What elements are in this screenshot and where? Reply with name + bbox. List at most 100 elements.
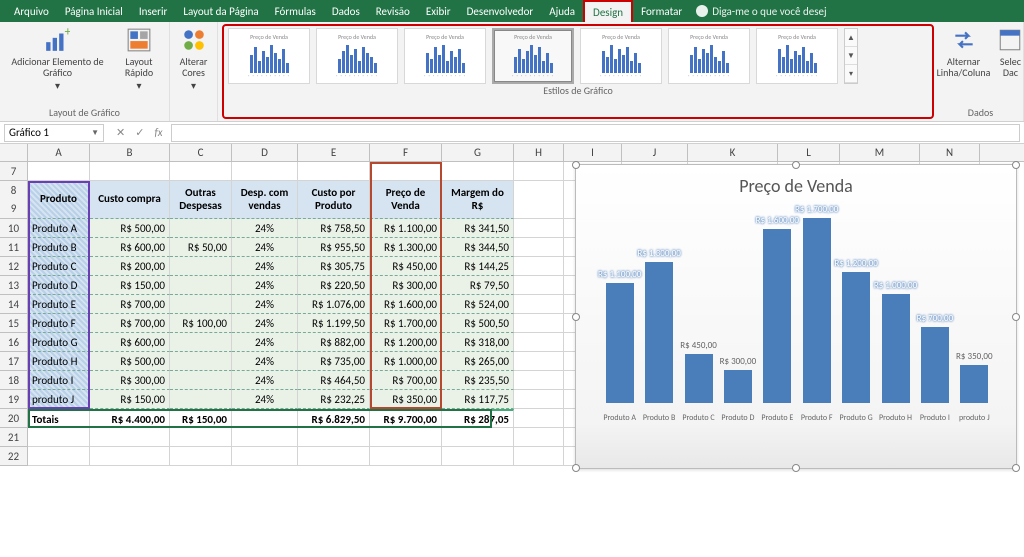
cell-D13[interactable]: 24%: [232, 276, 298, 295]
cell[interactable]: [90, 447, 170, 466]
cell[interactable]: [514, 257, 564, 276]
cell-G12[interactable]: R$ 144,25: [442, 257, 514, 276]
menu-item-inserir[interactable]: Inserir: [131, 0, 176, 22]
cell-B11[interactable]: R$ 600,00: [90, 238, 170, 257]
cell-F16[interactable]: R$ 1.200,00: [370, 333, 442, 352]
cell-B19[interactable]: R$ 150,00: [90, 390, 170, 409]
cell-E19[interactable]: R$ 232,25: [298, 390, 370, 409]
cell-E12[interactable]: R$ 305,75: [298, 257, 370, 276]
col-header-G[interactable]: G: [442, 144, 514, 161]
table-header-D[interactable]: Desp. com vendas: [232, 181, 298, 219]
cell[interactable]: [514, 428, 564, 447]
menu-item-revis-o[interactable]: Revisão: [368, 0, 418, 22]
cell[interactable]: [514, 352, 564, 371]
col-header-K[interactable]: K: [688, 144, 778, 161]
row-header-14[interactable]: 14: [0, 295, 28, 314]
cell[interactable]: [232, 428, 298, 447]
cell-B13[interactable]: R$ 150,00: [90, 276, 170, 295]
total-D[interactable]: [232, 409, 298, 428]
row-header-17[interactable]: 17: [0, 352, 28, 371]
col-header-N[interactable]: N: [920, 144, 980, 161]
menu-item-desenvolvedor[interactable]: Desenvolvedor: [459, 0, 542, 22]
chart-style-thumb-6[interactable]: Preço de Venda· · · · · · · · · ·: [668, 28, 750, 84]
cell-D11[interactable]: 24%: [232, 238, 298, 257]
row-header-19[interactable]: 19: [0, 390, 28, 409]
cell-C16[interactable]: [170, 333, 232, 352]
cell-C19[interactable]: [170, 390, 232, 409]
cell[interactable]: [514, 371, 564, 390]
row-header-13[interactable]: 13: [0, 276, 28, 295]
cell-E16[interactable]: R$ 882,00: [298, 333, 370, 352]
accept-formula-icon[interactable]: ✓: [135, 126, 144, 139]
cell-C14[interactable]: [170, 295, 232, 314]
chart-style-thumb-1[interactable]: Preço de Venda· · · · · · · · · ·: [228, 28, 310, 84]
switch-row-col-button[interactable]: Alternar Linha/Coluna: [937, 26, 991, 78]
cell-C11[interactable]: R$ 50,00: [170, 238, 232, 257]
cell-A10[interactable]: Produto A: [28, 219, 90, 238]
add-chart-element-button[interactable]: + Adicionar Elemento de Gráfico ▾: [6, 26, 109, 91]
cell-A13[interactable]: Produto D: [28, 276, 90, 295]
cell-C13[interactable]: [170, 276, 232, 295]
table-header-B[interactable]: Custo compra: [90, 181, 170, 219]
cell-F12[interactable]: R$ 450,00: [370, 257, 442, 276]
menu-item-design[interactable]: Design: [583, 0, 633, 22]
styles-scroll-down[interactable]: ▼: [845, 47, 857, 65]
cell-F17[interactable]: R$ 1.000,00: [370, 352, 442, 371]
cell[interactable]: [514, 295, 564, 314]
table-header-C[interactable]: Outras Despesas: [170, 181, 232, 219]
cell-A11[interactable]: Produto B: [28, 238, 90, 257]
chart-bar-8[interactable]: R$ 700,00: [921, 327, 949, 403]
menu-item-ajuda[interactable]: Ajuda: [541, 0, 583, 22]
cell-G15[interactable]: R$ 500,50: [442, 314, 514, 333]
col-header-B[interactable]: B: [90, 144, 170, 161]
cell[interactable]: [90, 428, 170, 447]
cell-C10[interactable]: [170, 219, 232, 238]
col-header-M[interactable]: M: [840, 144, 920, 161]
row-header-10[interactable]: 10: [0, 219, 28, 238]
cell-F14[interactable]: R$ 1.600,00: [370, 295, 442, 314]
cell[interactable]: [514, 390, 564, 409]
cell-G14[interactable]: R$ 524,00: [442, 295, 514, 314]
col-header-A[interactable]: A: [28, 144, 90, 161]
col-header-L[interactable]: L: [778, 144, 840, 161]
cell[interactable]: [514, 162, 564, 181]
cell-G18[interactable]: R$ 235,50: [442, 371, 514, 390]
chart-style-thumb-4[interactable]: Preço de Venda· · · · · · · · · ·: [492, 28, 574, 84]
cell-D10[interactable]: 24%: [232, 219, 298, 238]
table-header-A[interactable]: Produto: [28, 181, 90, 219]
cell[interactable]: [514, 219, 564, 238]
cell-C17[interactable]: [170, 352, 232, 371]
total-A[interactable]: Totais: [28, 409, 90, 428]
chart-style-thumb-7[interactable]: Preço de Venda· · · · · · · · · ·: [756, 28, 838, 84]
select-data-button[interactable]: Selec Dac: [996, 26, 1024, 78]
cell-G11[interactable]: R$ 344,50: [442, 238, 514, 257]
cell-B15[interactable]: R$ 700,00: [90, 314, 170, 333]
col-header-I[interactable]: I: [564, 144, 622, 161]
fx-icon[interactable]: fx: [154, 126, 162, 139]
chart-bar-4[interactable]: R$ 1.600,00: [763, 229, 791, 403]
cell[interactable]: [442, 428, 514, 447]
cell-G16[interactable]: R$ 318,00: [442, 333, 514, 352]
cell-C18[interactable]: [170, 371, 232, 390]
cell[interactable]: [298, 428, 370, 447]
total-G[interactable]: R$ 287,05: [442, 409, 514, 428]
chart-title[interactable]: Preço de Venda: [576, 165, 1016, 203]
chart-style-thumb-2[interactable]: Preço de Venda· · · · · · · · · ·: [316, 28, 398, 84]
menu-item-f-rmulas[interactable]: Fórmulas: [267, 0, 324, 22]
cell-F19[interactable]: R$ 350,00: [370, 390, 442, 409]
cell-E13[interactable]: R$ 220,50: [298, 276, 370, 295]
cell-D17[interactable]: 24%: [232, 352, 298, 371]
cell[interactable]: [442, 447, 514, 466]
row-header-21[interactable]: 21: [0, 428, 28, 447]
cell[interactable]: [170, 162, 232, 181]
cell-D14[interactable]: 24%: [232, 295, 298, 314]
cell[interactable]: [298, 447, 370, 466]
cancel-formula-icon[interactable]: ✕: [116, 126, 125, 139]
chart-bar-2[interactable]: R$ 450,00: [685, 354, 713, 403]
menu-item-formatar[interactable]: Formatar: [633, 0, 690, 22]
total-C[interactable]: R$ 150,00: [170, 409, 232, 428]
cell-C12[interactable]: [170, 257, 232, 276]
cell[interactable]: [514, 276, 564, 295]
tell-me-input[interactable]: Diga-me o que você desej: [712, 5, 826, 18]
row-header-8-9[interactable]: 89: [0, 181, 28, 219]
